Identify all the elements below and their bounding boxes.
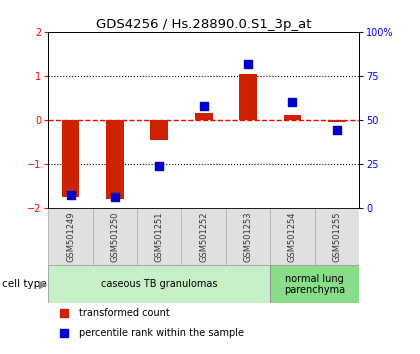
Point: [60, 310, 67, 316]
Text: transformed count: transformed count: [79, 308, 170, 318]
Bar: [226, 208, 270, 266]
Text: cell type: cell type: [2, 279, 47, 289]
Point: [60, 331, 67, 336]
Bar: [106, 120, 124, 199]
Point: [156, 163, 163, 169]
Bar: [48, 266, 270, 303]
Text: GSM501251: GSM501251: [155, 211, 164, 262]
Text: GSM501250: GSM501250: [110, 211, 119, 262]
Text: GSM501254: GSM501254: [288, 211, 297, 262]
Title: GDS4256 / Hs.28890.0.S1_3p_at: GDS4256 / Hs.28890.0.S1_3p_at: [96, 18, 312, 31]
Point: [112, 194, 118, 200]
Text: GSM501249: GSM501249: [66, 211, 75, 262]
Bar: [270, 266, 359, 303]
Point: [67, 193, 74, 198]
Bar: [284, 115, 302, 120]
Point: [289, 99, 296, 105]
Bar: [239, 74, 257, 120]
Bar: [62, 120, 79, 197]
Bar: [181, 208, 226, 266]
Bar: [195, 113, 213, 120]
Text: caseous TB granulomas: caseous TB granulomas: [101, 279, 218, 289]
Bar: [137, 208, 181, 266]
Bar: [328, 120, 346, 122]
Text: percentile rank within the sample: percentile rank within the sample: [79, 328, 244, 338]
Text: GSM501255: GSM501255: [332, 211, 341, 262]
Text: GSM501252: GSM501252: [199, 211, 208, 262]
Point: [245, 61, 252, 66]
Text: normal lung
parenchyma: normal lung parenchyma: [284, 274, 345, 295]
Point: [333, 127, 340, 133]
Text: GSM501253: GSM501253: [244, 211, 252, 262]
Bar: [48, 208, 93, 266]
Bar: [270, 208, 315, 266]
Bar: [150, 120, 168, 139]
Point: [200, 103, 207, 109]
Bar: [93, 208, 137, 266]
Bar: [315, 208, 359, 266]
Text: ▶: ▶: [39, 279, 47, 289]
